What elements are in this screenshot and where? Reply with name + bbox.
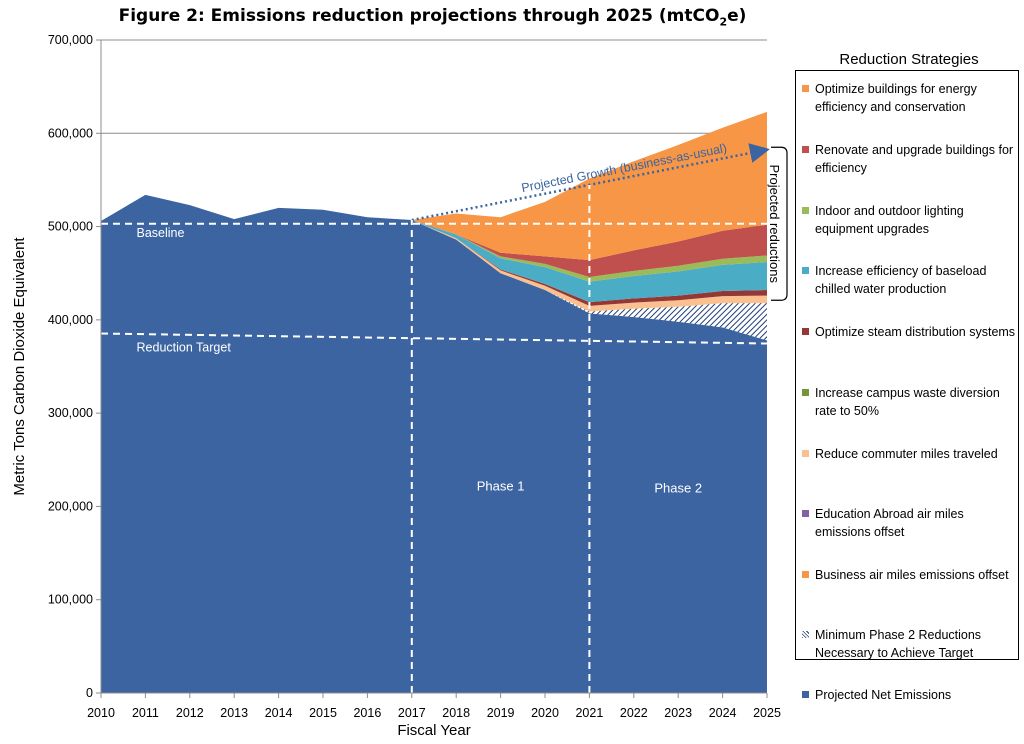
x-tick-label: 2010	[87, 706, 115, 720]
x-tick-label: 2012	[176, 706, 204, 720]
legend-label: Business air miles emissions offset	[815, 568, 1009, 582]
axes: 0 100,000 200,000 300,000 400,000 500,000 600,…	[11, 33, 781, 739]
reduction-target-label: Reduction Target	[137, 341, 232, 355]
series-renovate-and-upgrade-buildings-for-efficiency	[411, 220, 767, 277]
y-tick-label: 700,000	[48, 33, 93, 47]
legend-label: Projected Net Emissions	[815, 688, 952, 702]
legend-label: Education Abroad air miles emissions off…	[815, 507, 964, 539]
legend-box	[795, 70, 1019, 660]
x-tick-label: 2013	[220, 706, 248, 720]
x-tick-label: 2018	[442, 706, 470, 720]
legend-label: Reduce commuter miles traveled	[815, 447, 998, 461]
legend-swatch	[802, 328, 809, 335]
y-tick-label: 100,000	[48, 593, 93, 607]
legend-swatch	[802, 267, 809, 274]
projected-reductions-bracket	[771, 146, 788, 301]
series-reduce-commuter-miles-traveled	[411, 220, 767, 312]
legend-swatch	[802, 85, 809, 92]
projected-reductions-label: Projected reductions	[767, 165, 782, 284]
x-axis-title: Fiscal Year	[397, 722, 470, 739]
x-tick-label: 2024	[709, 706, 737, 720]
chart-title: Figure 2: Emissions reduction projection…	[100, 6, 765, 28]
x-tick-label: 2015	[309, 706, 337, 720]
y-tick-label: 500,000	[48, 220, 93, 234]
x-tick-label: 2016	[353, 706, 381, 720]
series-projected-net-emissions	[101, 194, 767, 693]
legend-swatch	[802, 146, 809, 153]
x-tick-label: 2023	[664, 706, 692, 720]
data-areas	[101, 111, 767, 693]
y-tick-label: 300,000	[48, 406, 93, 420]
legend-swatch	[802, 450, 809, 457]
legend-swatch	[802, 571, 809, 578]
x-tick-label: 2014	[265, 706, 293, 720]
legend-label: Optimize buildings for energy efficiency…	[815, 82, 977, 114]
chart-title-subscript: 2	[719, 15, 728, 29]
reduction-target-line	[100, 332, 768, 345]
series-indoor-and-outdoor-lighting-equipment-upgrades	[411, 220, 767, 282]
y-tick-label: 0	[86, 686, 93, 700]
legend-label: Optimize steam distribution systems	[815, 325, 1016, 339]
x-tick-label: 2022	[620, 706, 648, 720]
series-increase-efficiency-of-baseload-chilled-water-production	[411, 220, 767, 303]
legend-swatch	[802, 207, 809, 214]
x-tick-label: 2019	[487, 706, 515, 720]
x-tick-label: 2025	[753, 706, 781, 720]
y-tick-label: 200,000	[48, 499, 93, 513]
phase-2-label: Phase 2	[654, 480, 702, 495]
y-tick-label: 400,000	[48, 313, 93, 327]
y-tick-label: 600,000	[48, 126, 93, 140]
x-tick-label: 2017	[398, 706, 426, 720]
x-tick-label: 2011	[132, 706, 159, 720]
legend-swatch	[802, 691, 809, 698]
legend-swatch	[802, 389, 809, 396]
legend-label: Increase campus waste diversion rate to …	[815, 386, 1000, 418]
legend-swatch	[802, 631, 809, 638]
legend-label: Renovate and upgrade buildings for effic…	[815, 143, 1014, 175]
series-minimum-phase-2-reductions-necessary-to-achieve-target	[411, 220, 767, 341]
legend-swatch	[802, 510, 809, 517]
x-tick-label: 2020	[531, 706, 559, 720]
phase-1-label: Phase 1	[477, 479, 525, 494]
legend-title: Reduction Strategies	[839, 51, 979, 68]
x-tick-label: 2021	[575, 706, 603, 720]
legend-label: Increase efficiency of baseload chilled …	[815, 264, 987, 296]
baseline-label: Baseline	[137, 226, 185, 240]
legend-label: Minimum Phase 2 Reductions Necessary to …	[815, 628, 982, 660]
chart-title-main: Figure 2: Emissions reduction projection…	[118, 6, 720, 26]
y-axis-title: Metric Tons Carbon Dioxide Equivalent	[11, 237, 28, 496]
legend-label: Indoor and outdoor lighting equipment up…	[815, 204, 964, 236]
chart-title-end: e)	[727, 6, 747, 26]
